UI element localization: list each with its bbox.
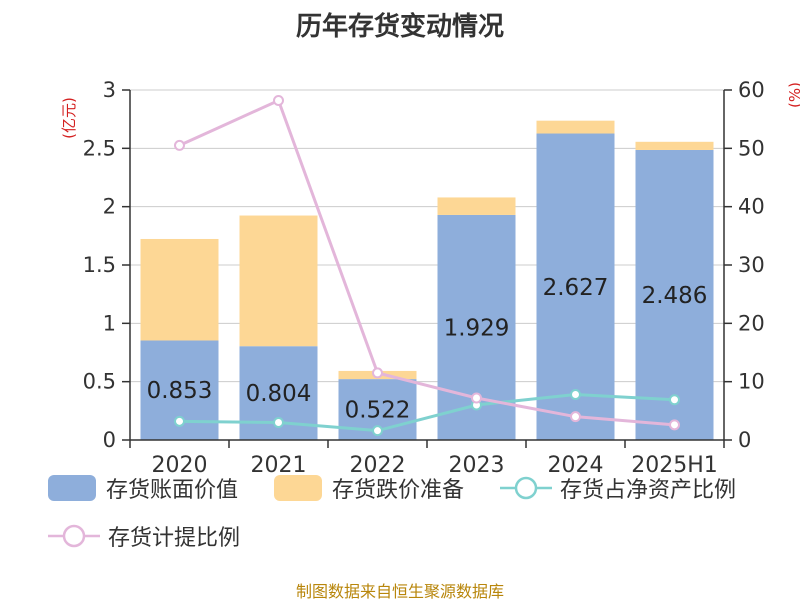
left-tick-label: 2 <box>103 195 116 219</box>
point-provision-ratio <box>174 139 185 151</box>
legend-swatch-book-value <box>48 475 96 501</box>
bar-book-value <box>536 133 615 440</box>
line-provision-ratio <box>178 98 675 427</box>
right-tick-label: 30 <box>738 253 765 277</box>
legend-item-book-value[interactable]: 存货账面价值 <box>48 470 238 506</box>
left-tick-label: 1 <box>103 311 116 335</box>
left-tick-label: 0 <box>103 428 116 452</box>
x-tick-label: 2021 <box>251 453 307 478</box>
point-provision-ratio <box>471 392 482 404</box>
data-label-book-value: 2.486 <box>642 283 708 309</box>
left-tick-label: 2.5 <box>83 136 116 160</box>
bar-impairment <box>536 120 615 134</box>
legend-label-net-asset-ratio: 存货占净资产比例 <box>560 478 737 503</box>
legend-item-net-asset-ratio[interactable]: 存货占净资产比例 <box>500 470 736 506</box>
legend-swatch-net-asset-ratio <box>500 476 552 500</box>
left-tick-label: 1.5 <box>83 253 116 277</box>
left-tick-label: 0.5 <box>83 370 116 394</box>
x-tick-label: 2023 <box>449 453 505 478</box>
x-tick-label: 2020 <box>152 453 208 478</box>
right-tick-label: 60 <box>738 78 765 102</box>
point-provision-ratio <box>372 367 383 379</box>
source-note: 制图数据来自恒生聚源数据库 <box>295 582 504 601</box>
point-provision-ratio <box>273 95 284 106</box>
left-tick-label: 3 <box>103 78 116 102</box>
data-label-book-value: 2.627 <box>543 275 609 301</box>
legend-swatch-impairment <box>274 475 322 501</box>
right-unit-label: (%) <box>786 82 800 108</box>
legend-label-impairment: 存货跌价准备 <box>332 478 465 503</box>
chart-title: 历年存货变动情况 <box>295 12 504 42</box>
data-label-book-value: 0.804 <box>246 381 312 407</box>
x-tick-label: 2022 <box>350 453 406 478</box>
point-provision-ratio <box>570 411 581 423</box>
point-net-asset-ratio <box>273 417 284 428</box>
bar-impairment <box>239 215 318 347</box>
right-tick-label: 20 <box>738 311 765 335</box>
data-label-book-value: 0.522 <box>345 398 411 424</box>
legend-label-provision-ratio: 存货计提比例 <box>108 526 241 551</box>
bar-impairment <box>140 238 219 341</box>
x-tick-label: 2025H1 <box>631 453 718 478</box>
x-tick-label: 2024 <box>548 453 604 478</box>
legend-item-provision-ratio[interactable]: 存货计提比例 <box>48 518 240 554</box>
point-net-asset-ratio <box>372 425 383 437</box>
data-label-book-value: 1.929 <box>444 315 510 341</box>
point-net-asset-ratio <box>570 389 581 400</box>
legend-swatch-provision-ratio <box>48 524 100 548</box>
point-provision-ratio <box>669 419 680 431</box>
point-net-asset-ratio <box>669 394 680 406</box>
right-tick-label: 40 <box>738 195 765 219</box>
right-tick-label: 50 <box>738 136 765 160</box>
legend-item-impairment[interactable]: 存货跌价准备 <box>274 470 464 506</box>
right-tick-label: 0 <box>738 428 751 452</box>
bar-impairment <box>437 197 516 215</box>
point-net-asset-ratio <box>174 415 185 427</box>
bar-impairment <box>635 141 714 150</box>
bar-book-value <box>635 149 714 440</box>
data-label-book-value: 0.853 <box>147 378 213 404</box>
right-tick-label: 10 <box>738 370 765 394</box>
line-net-asset-ratio <box>179 392 675 433</box>
legend-label-book-value: 存货账面价值 <box>106 478 239 503</box>
left-unit-label: (亿元) <box>60 97 78 139</box>
